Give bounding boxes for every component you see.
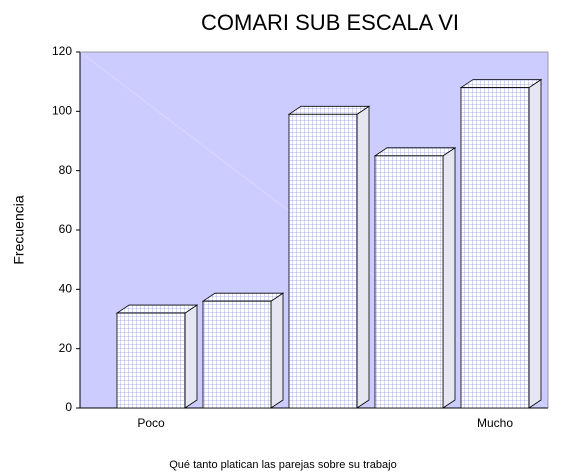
bar-side — [184, 304, 198, 409]
bar-side — [356, 105, 370, 409]
bar-side — [528, 78, 542, 409]
y-tick-label: 40 — [59, 282, 73, 296]
y-tick-label: 0 — [65, 400, 72, 414]
x-axis-label: Qué tanto platican las parejas sobre su … — [169, 459, 396, 471]
bar — [202, 300, 272, 409]
bar — [374, 155, 444, 409]
x-tick-label: Poco — [137, 416, 165, 430]
y-tick-label: 120 — [52, 44, 72, 58]
bar-side — [270, 292, 284, 409]
chart-title: COMARI SUB ESCALA VI — [201, 10, 459, 35]
y-tick-label: 80 — [59, 163, 73, 177]
bar-top — [201, 292, 285, 302]
bar — [460, 87, 530, 409]
y-tick-label: 100 — [52, 104, 72, 118]
y-tick-label: 60 — [59, 222, 73, 236]
bar-top — [459, 79, 543, 88]
bar-top — [115, 304, 199, 314]
bar — [288, 113, 358, 409]
y-axis-label: Frecuencia — [11, 195, 27, 264]
bar-side — [442, 147, 456, 409]
bar-top — [287, 105, 371, 115]
bar — [116, 312, 186, 409]
x-tick-label: Mucho — [477, 416, 513, 430]
bar-top — [373, 147, 457, 157]
y-tick-label: 20 — [59, 341, 73, 355]
